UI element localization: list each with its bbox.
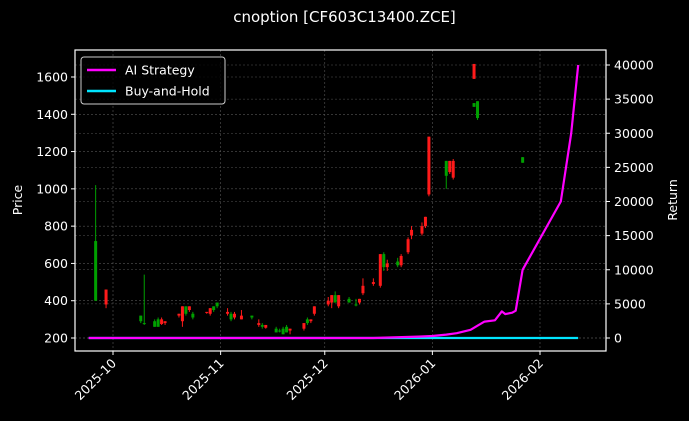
candle: [274, 328, 278, 333]
return-lines: [88, 64, 580, 340]
candle: [180, 306, 184, 322]
candle: [153, 321, 157, 327]
x-tick-label: 2025-11: [179, 356, 227, 404]
candle: [476, 101, 480, 119]
candle: [215, 302, 219, 307]
candle: [371, 282, 375, 284]
right-tick-label: 10000: [614, 262, 654, 277]
candle: [406, 239, 410, 253]
candle: [472, 103, 476, 107]
candle: [399, 255, 403, 266]
right-tick-label: 35000: [614, 92, 654, 107]
candle: [94, 241, 98, 301]
candle: [264, 324, 268, 328]
left-tick-label: 1000: [36, 181, 68, 196]
candle: [410, 229, 414, 236]
candle: [312, 306, 316, 314]
left-tick-label: 800: [44, 219, 68, 234]
candle: [239, 315, 243, 320]
candle: [330, 295, 334, 303]
legend-label: AI Strategy: [125, 63, 195, 78]
right-tick-label: 25000: [614, 160, 654, 175]
right-tick-label: 30000: [614, 126, 654, 141]
candle: [361, 285, 365, 294]
left-tick-label: 200: [44, 331, 68, 346]
candle: [208, 308, 212, 314]
right-tick-label: 20000: [614, 194, 654, 209]
candle: [444, 160, 448, 176]
candle: [142, 323, 146, 325]
candle: [285, 326, 289, 333]
candle: [305, 319, 309, 324]
left-tick-label: 1400: [36, 107, 68, 122]
candle: [184, 306, 188, 314]
x-tick-label: 2025-12: [283, 356, 331, 404]
candle: [177, 313, 181, 316]
candle: [472, 63, 476, 79]
candle: [226, 311, 230, 314]
candle: [191, 313, 195, 318]
right-axis-label: Return: [665, 179, 680, 220]
candle: [385, 263, 389, 268]
candle: [278, 330, 282, 332]
candle: [337, 295, 341, 307]
candle: [448, 160, 452, 173]
left-y-axis: 200 400 600 800 1000 1200 1400 1600: [36, 70, 75, 346]
right-tick-label: 5000: [614, 296, 646, 311]
candle: [229, 313, 233, 320]
x-tick-label: 2025-10: [72, 355, 120, 403]
right-tick-label: 15000: [614, 228, 654, 243]
candle: [309, 319, 313, 322]
candle: [205, 311, 209, 313]
candle: [354, 304, 358, 306]
candle: [357, 298, 361, 303]
x-tick-label: 2026-02: [499, 356, 547, 404]
candle: [378, 254, 382, 286]
candle: [382, 254, 386, 268]
candle: [250, 315, 254, 318]
candle: [333, 295, 337, 303]
left-tick-label: 1600: [36, 70, 68, 85]
candle: [288, 328, 292, 331]
candle: [423, 216, 427, 227]
candle: [260, 324, 264, 327]
legend: AI Strategy Buy-and-Hold: [80, 56, 226, 105]
candle: [420, 226, 424, 234]
x-tick-label: 2026-01: [391, 356, 439, 404]
left-tick-label: 400: [44, 293, 68, 308]
candle: [257, 323, 261, 325]
candle: [396, 261, 400, 266]
candle: [233, 313, 237, 318]
right-tick-label: 40000: [614, 58, 654, 73]
left-tick-label: 600: [44, 256, 68, 271]
candle: [451, 160, 455, 178]
candlesticks: [94, 63, 525, 335]
left-tick-label: 1200: [36, 144, 68, 159]
plot-frame: [74, 49, 607, 352]
candle: [187, 306, 191, 311]
right-y-axis: 0 5000 10000 15000 20000 25000 30000 35000 40000: [606, 58, 654, 346]
candle: [521, 157, 525, 163]
candle: [281, 328, 285, 335]
candle: [347, 298, 351, 303]
candle: [212, 306, 216, 311]
candle: [156, 319, 160, 327]
candle: [427, 136, 431, 195]
legend-box: [80, 56, 226, 105]
candle: [326, 300, 330, 305]
x-axis: 2025-10 2025-11 2025-12 2026-01 2026-02: [72, 351, 547, 404]
left-axis-label: Price: [10, 184, 25, 215]
candle: [160, 319, 164, 325]
series-line: [88, 64, 580, 340]
candle: [104, 289, 108, 305]
right-tick-label: 0: [614, 331, 622, 346]
chart-title: cnoption [CF603C13400.ZCE]: [233, 8, 456, 26]
legend-label: Buy-and-Hold: [125, 84, 210, 99]
candle: [139, 315, 143, 322]
candle: [302, 323, 306, 329]
candle: [163, 321, 167, 324]
